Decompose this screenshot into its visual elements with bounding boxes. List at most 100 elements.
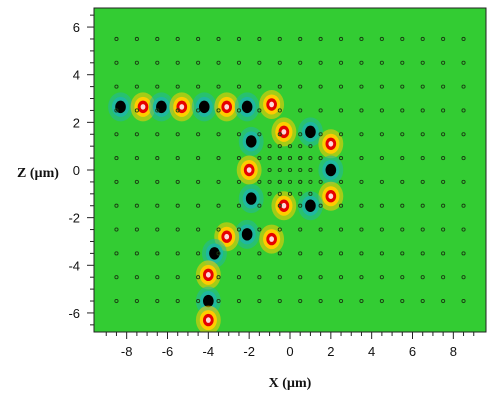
rod: [318, 227, 323, 232]
rod: [196, 132, 201, 137]
rod: [338, 36, 344, 42]
rod: [175, 132, 180, 137]
rod: [287, 191, 293, 196]
rod: [196, 203, 201, 208]
rod: [134, 60, 139, 65]
rod: [267, 167, 272, 173]
rod: [277, 60, 282, 65]
rod: [461, 84, 466, 89]
rod: [379, 36, 384, 42]
rod: [318, 60, 323, 65]
rod: [196, 60, 201, 65]
rod: [175, 203, 180, 208]
rod: [461, 227, 466, 232]
rod: [277, 108, 282, 113]
rod: [155, 36, 160, 42]
rod: [318, 251, 323, 256]
rod: [114, 227, 119, 232]
rod: [236, 275, 242, 280]
rod: [277, 275, 282, 280]
rod: [338, 251, 344, 256]
rod: [257, 179, 262, 184]
rod: [461, 108, 466, 113]
rod: [400, 203, 405, 208]
rod: [114, 203, 119, 208]
rod: [298, 156, 303, 161]
rod: [379, 84, 384, 89]
rod: [236, 203, 242, 208]
x-tick-label: -6: [162, 344, 174, 359]
rod: [400, 36, 405, 42]
rod: [196, 108, 201, 113]
rod: [379, 60, 384, 65]
field-maximum: [259, 224, 285, 254]
field-maximum: [214, 92, 240, 122]
rod: [441, 298, 446, 304]
rod: [308, 191, 313, 196]
rod: [318, 179, 323, 184]
field-maximum: [234, 219, 260, 249]
rod: [379, 156, 384, 161]
rod: [298, 179, 303, 184]
rod: [379, 179, 384, 184]
rod: [298, 167, 303, 173]
rod: [298, 108, 303, 113]
rod: [441, 84, 446, 89]
rod: [155, 298, 160, 304]
rod: [134, 203, 139, 208]
rod: [420, 251, 425, 256]
rod: [318, 203, 323, 208]
rod: [298, 203, 303, 208]
field-maximum: [318, 181, 344, 211]
rod: [134, 275, 139, 280]
rods-layer: [114, 36, 466, 304]
rod: [236, 251, 242, 256]
rod: [298, 275, 303, 280]
rod: [308, 179, 313, 184]
x-tick-label: 6: [409, 344, 416, 359]
rod: [155, 203, 160, 208]
rod: [155, 179, 160, 184]
rod: [196, 84, 201, 89]
rod: [236, 156, 242, 161]
rod: [216, 203, 221, 208]
rod: [441, 227, 446, 232]
field-maximum: [297, 117, 323, 147]
x-axis-title: X (µm): [269, 376, 312, 391]
field-maximum: [236, 155, 262, 185]
rod: [114, 108, 119, 113]
rod: [461, 60, 466, 65]
rod: [287, 167, 293, 173]
rod: [400, 275, 405, 280]
rod: [400, 156, 405, 161]
rod: [338, 132, 344, 137]
rod: [114, 275, 119, 280]
rod: [461, 298, 466, 304]
rod: [277, 167, 282, 173]
rod: [134, 132, 139, 137]
y-tick-label: 6: [73, 20, 80, 35]
rod: [155, 60, 160, 65]
rod: [359, 275, 364, 280]
rod: [216, 156, 221, 161]
rod: [196, 275, 201, 280]
rod: [196, 298, 201, 304]
rod: [338, 203, 344, 208]
rod: [155, 251, 160, 256]
rod: [298, 60, 303, 65]
rod: [420, 203, 425, 208]
rod: [338, 156, 344, 161]
rod: [155, 84, 160, 89]
rod: [277, 132, 282, 137]
y-tick-label: -6: [68, 306, 80, 321]
rod: [114, 84, 119, 89]
rod: [114, 36, 119, 42]
rod: [267, 191, 272, 196]
rod: [420, 60, 425, 65]
rod: [277, 179, 282, 184]
rod: [420, 84, 425, 89]
rod: [379, 298, 384, 304]
rod: [338, 179, 344, 184]
rod: [134, 84, 139, 89]
rod: [257, 203, 262, 208]
